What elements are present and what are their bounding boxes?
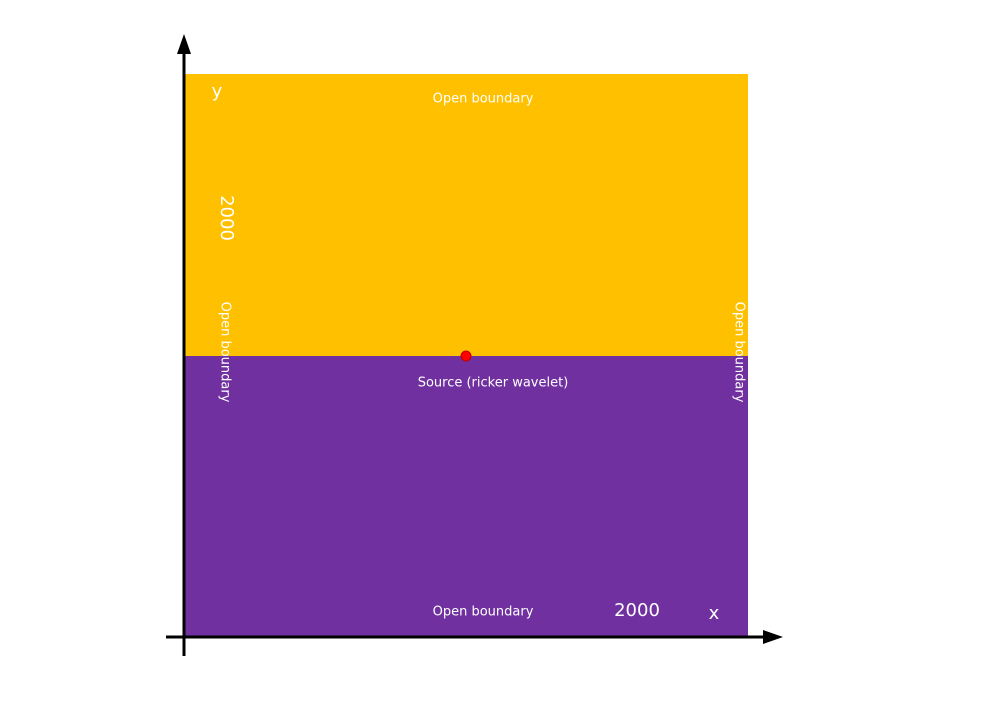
source-point <box>460 350 472 362</box>
x-arrow <box>763 630 783 644</box>
width-label: 2000 <box>614 600 660 621</box>
x-label: x <box>709 603 720 624</box>
left-boundary: Open boundary <box>218 302 233 403</box>
upper-layer <box>185 74 748 356</box>
top-boundary: Open boundary <box>433 92 534 107</box>
y-label: y <box>212 81 223 102</box>
source-label: Source (ricker wavelet) <box>418 376 569 391</box>
height-label: 2000 <box>216 195 237 241</box>
y-arrow <box>177 34 191 54</box>
bottom-boundary: Open boundary <box>433 605 534 620</box>
lower-layer <box>185 356 748 637</box>
right-boundary: Open boundary <box>732 302 747 403</box>
